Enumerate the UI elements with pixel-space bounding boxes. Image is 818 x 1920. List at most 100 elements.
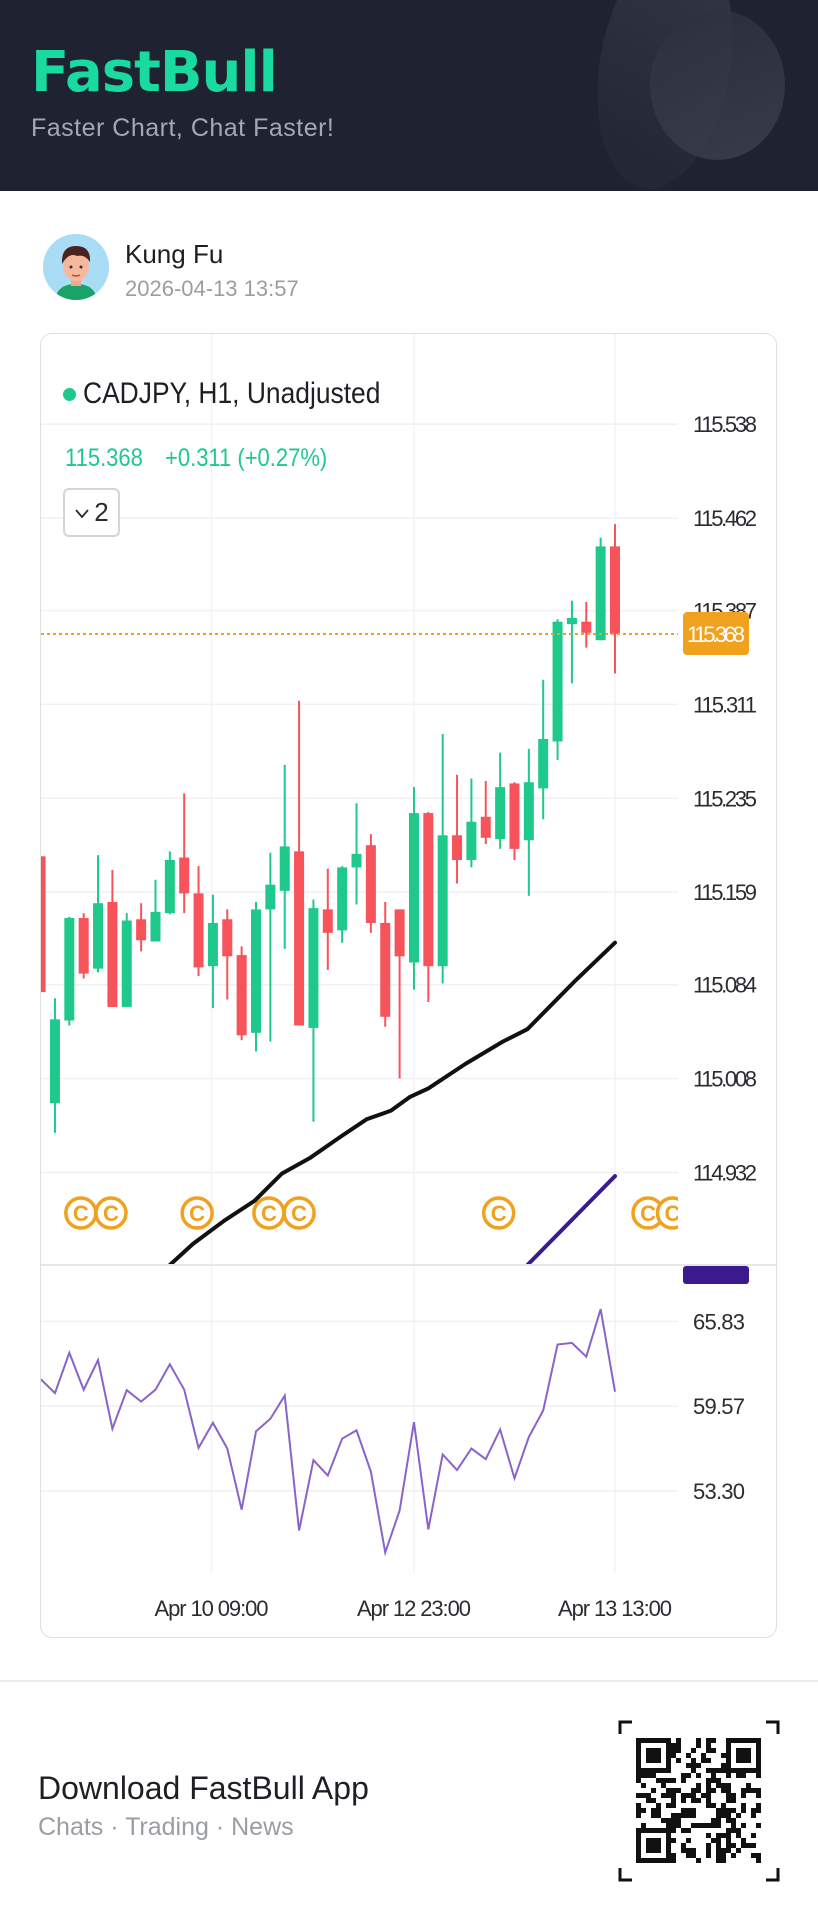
qr-module <box>716 1783 721 1788</box>
marker-glyph: C <box>491 1201 507 1226</box>
event-marker-icon: C <box>64 1196 98 1230</box>
qr-module <box>686 1828 691 1833</box>
candle <box>49 998 60 1133</box>
qr-module <box>691 1808 696 1813</box>
symbol-title[interactable]: CADJPY, H1, Unadjusted <box>83 377 381 410</box>
qr-module <box>706 1748 711 1753</box>
price-axis-label: 115.235 <box>693 786 757 811</box>
candle <box>365 834 376 933</box>
candle <box>236 946 247 1041</box>
candle-body <box>581 621 592 633</box>
rsi-axis-label: 53.30 <box>693 1479 745 1504</box>
candle <box>581 601 592 648</box>
rsi-axis-label: 59.57 <box>693 1394 745 1419</box>
qr-module <box>706 1848 711 1853</box>
qr-module <box>681 1828 686 1833</box>
marker-glyph: C <box>291 1201 307 1226</box>
qr-module <box>641 1808 646 1813</box>
avatar-illustration-icon <box>43 234 109 300</box>
qr-module <box>636 1793 641 1798</box>
qr-code[interactable] <box>618 1720 780 1882</box>
qr-module <box>666 1803 671 1808</box>
qr-module <box>731 1843 736 1848</box>
qr-module <box>731 1823 736 1828</box>
event-marker-icon: C <box>655 1196 680 1230</box>
qr-module <box>756 1803 761 1808</box>
qr-module <box>706 1853 711 1858</box>
candle <box>538 679 549 820</box>
candle-body <box>495 787 506 840</box>
qr-module <box>741 1788 746 1793</box>
price-axis-label: 115.311 <box>693 692 757 717</box>
qr-module <box>726 1848 731 1853</box>
qr-module <box>726 1818 731 1823</box>
candle-body <box>136 919 147 941</box>
qr-module <box>721 1808 726 1813</box>
qr-module <box>656 1803 661 1808</box>
qr-module <box>646 1773 651 1778</box>
qr-module <box>651 1788 656 1793</box>
qr-module <box>711 1778 716 1783</box>
qr-module <box>751 1788 756 1793</box>
candle <box>279 764 290 949</box>
qr-module <box>691 1768 696 1773</box>
qr-module <box>721 1753 726 1758</box>
qr-module <box>726 1833 731 1838</box>
author-name[interactable]: Kung Fu <box>125 239 224 269</box>
candle <box>251 901 261 1052</box>
candle-body <box>49 1019 60 1104</box>
qr-module <box>726 1793 731 1798</box>
marker-ring <box>481 1196 516 1230</box>
qr-module <box>716 1853 721 1858</box>
qr-module <box>751 1833 756 1838</box>
qr-module <box>676 1738 681 1743</box>
market-status-dot <box>63 388 76 401</box>
qr-module <box>691 1823 696 1828</box>
candle <box>222 909 233 1000</box>
indicator-toggle-button[interactable]: 2 <box>63 488 120 537</box>
qr-module <box>736 1833 741 1838</box>
qr-module <box>686 1848 691 1853</box>
qr-module <box>676 1788 681 1793</box>
download-app-title[interactable]: Download FastBull App <box>38 1770 369 1806</box>
qr-module <box>741 1843 746 1848</box>
qr-module <box>641 1783 646 1788</box>
qr-module <box>646 1793 651 1798</box>
marker-glyph: C <box>640 1201 656 1226</box>
candle <box>437 734 448 984</box>
qr-module <box>716 1813 721 1818</box>
qr-module <box>721 1853 726 1858</box>
candle-body <box>423 813 434 967</box>
candle <box>121 913 132 1007</box>
moving-average-line <box>167 940 617 1265</box>
qr-module <box>701 1753 706 1758</box>
qr-module <box>726 1838 731 1843</box>
marker-glyph: C <box>664 1201 680 1226</box>
qr-module <box>671 1803 676 1808</box>
candle-body <box>509 783 520 849</box>
price-change: +0.311 (+0.27%) <box>165 444 328 472</box>
qr-module <box>726 1828 731 1833</box>
qr-module <box>651 1813 656 1818</box>
candle-body <box>294 851 305 1026</box>
fastbull-logo: FastBull <box>31 40 278 105</box>
qr-module <box>646 1798 651 1803</box>
qr-module <box>706 1758 711 1763</box>
qr-module <box>656 1778 661 1783</box>
candle <box>193 866 204 977</box>
qr-module <box>661 1783 666 1788</box>
candle-body <box>365 845 376 923</box>
candle-body <box>64 918 75 1021</box>
qr-module <box>686 1853 691 1858</box>
qr-module <box>636 1813 641 1818</box>
qr-module <box>686 1813 691 1818</box>
avatar[interactable] <box>43 234 109 300</box>
qr-finder-center <box>646 1838 661 1853</box>
qr-module <box>706 1788 711 1793</box>
qr-module <box>671 1818 676 1823</box>
qr-module <box>641 1793 646 1798</box>
marker-ring <box>180 1196 214 1230</box>
qr-module <box>636 1778 641 1783</box>
